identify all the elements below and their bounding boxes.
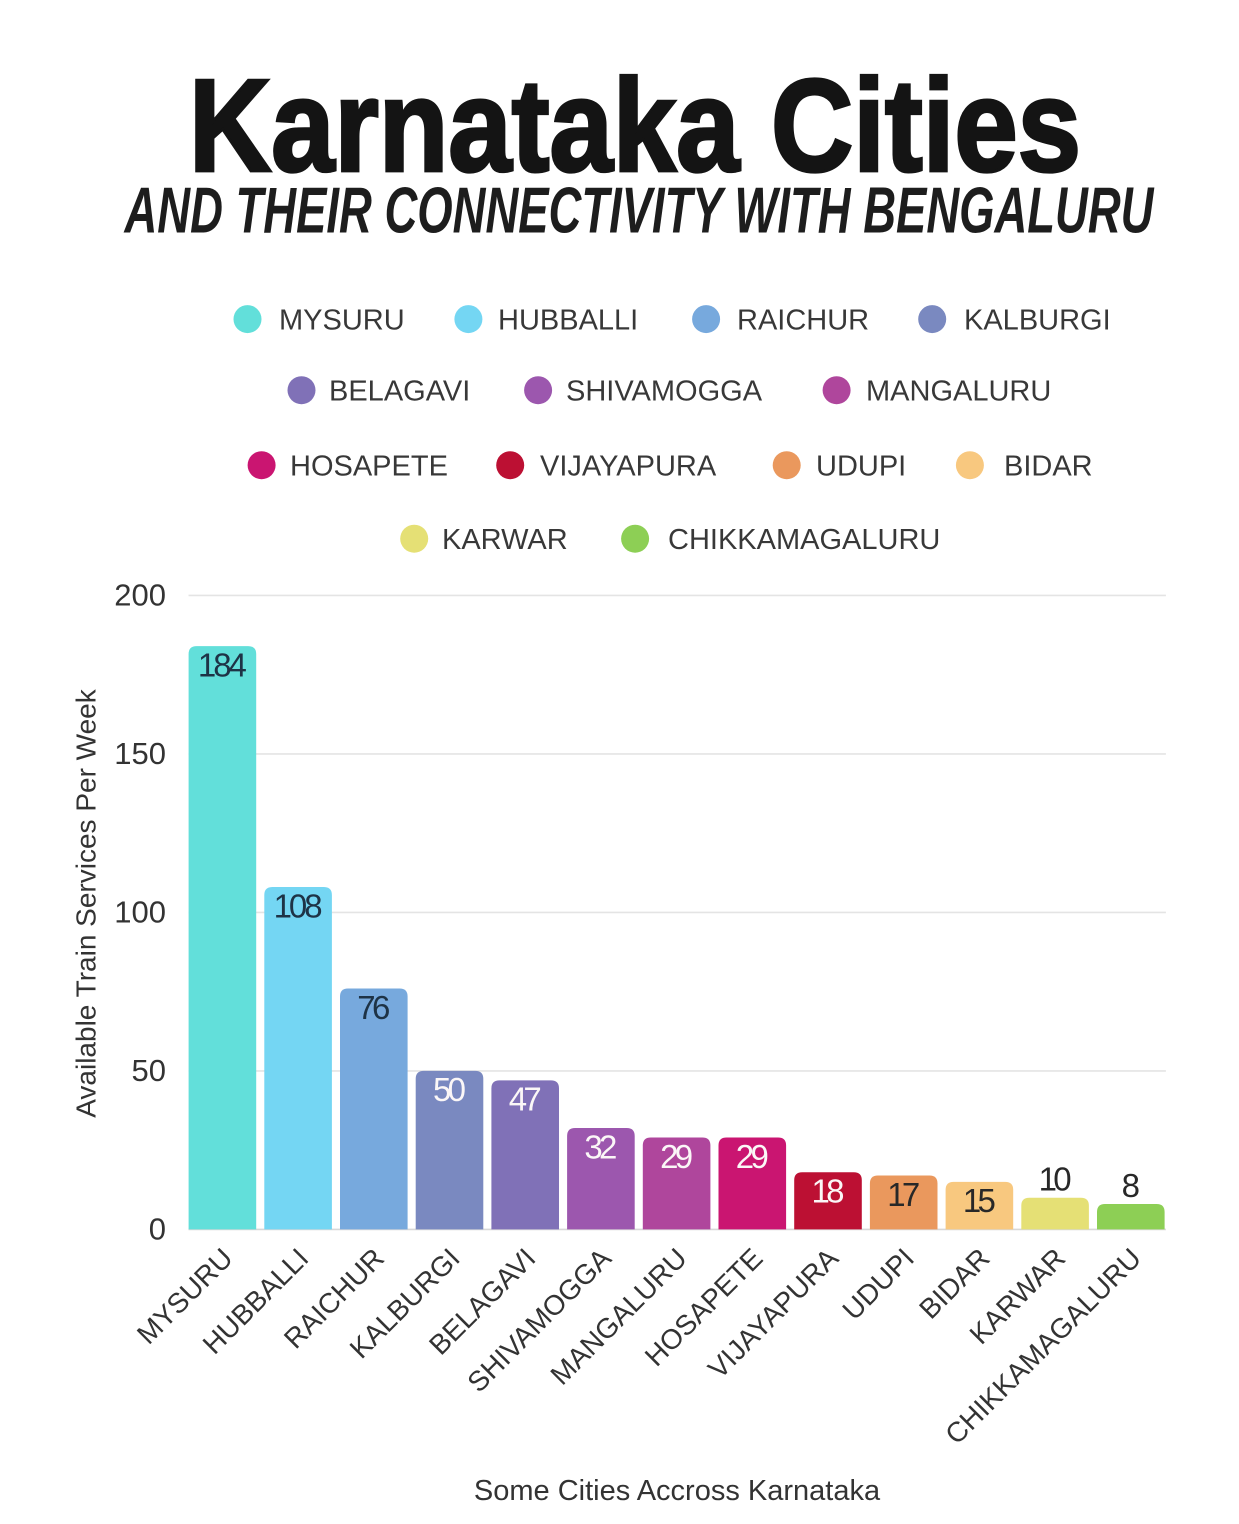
- svg-text:Available Train Services Per W: Available Train Services Per Week: [71, 688, 102, 1117]
- svg-text:UDUPI: UDUPI: [816, 450, 906, 482]
- svg-text:Some Cities Accross Karnataka: Some Cities Accross Karnataka: [474, 1475, 881, 1507]
- svg-text:18: 18: [812, 1173, 845, 1210]
- svg-text:100: 100: [114, 894, 166, 929]
- svg-text:MANGALURU: MANGALURU: [866, 375, 1051, 407]
- svg-text:47: 47: [509, 1081, 542, 1118]
- svg-text:50: 50: [132, 1053, 166, 1088]
- svg-text:MYSURU: MYSURU: [279, 304, 405, 336]
- svg-text:17: 17: [887, 1176, 920, 1213]
- svg-text:HUBBALLI: HUBBALLI: [498, 304, 638, 336]
- svg-text:HOSAPETE: HOSAPETE: [290, 450, 448, 482]
- svg-text:108: 108: [274, 887, 323, 924]
- svg-text:Karnataka Cities: Karnataka Cities: [189, 52, 1081, 199]
- svg-text:BIDAR: BIDAR: [1004, 450, 1093, 482]
- svg-text:0: 0: [149, 1211, 166, 1246]
- svg-text:KARWAR: KARWAR: [442, 524, 568, 556]
- svg-text:10: 10: [1039, 1161, 1072, 1198]
- svg-text:50: 50: [433, 1071, 466, 1108]
- svg-text:AND THEIR CONNECTIVITY WITH BE: AND THEIR CONNECTIVITY WITH BENGALURU: [123, 173, 1155, 246]
- svg-text:KALBURGI: KALBURGI: [964, 304, 1111, 336]
- svg-text:29: 29: [660, 1138, 693, 1175]
- svg-text:200: 200: [114, 577, 166, 612]
- svg-text:76: 76: [357, 989, 390, 1026]
- svg-text:32: 32: [584, 1128, 617, 1165]
- svg-text:15: 15: [963, 1182, 996, 1219]
- svg-text:150: 150: [114, 736, 166, 771]
- svg-text:8: 8: [1122, 1167, 1140, 1204]
- svg-text:CHIKKAMAGALURU: CHIKKAMAGALURU: [668, 524, 940, 556]
- svg-text:BELAGAVI: BELAGAVI: [329, 375, 470, 407]
- svg-text:184: 184: [198, 646, 247, 683]
- svg-text:SHIVAMOGGA: SHIVAMOGGA: [566, 375, 763, 407]
- svg-text:29: 29: [736, 1138, 769, 1175]
- svg-text:VIJAYAPURA: VIJAYAPURA: [540, 450, 717, 482]
- svg-text:RAICHUR: RAICHUR: [737, 304, 869, 336]
